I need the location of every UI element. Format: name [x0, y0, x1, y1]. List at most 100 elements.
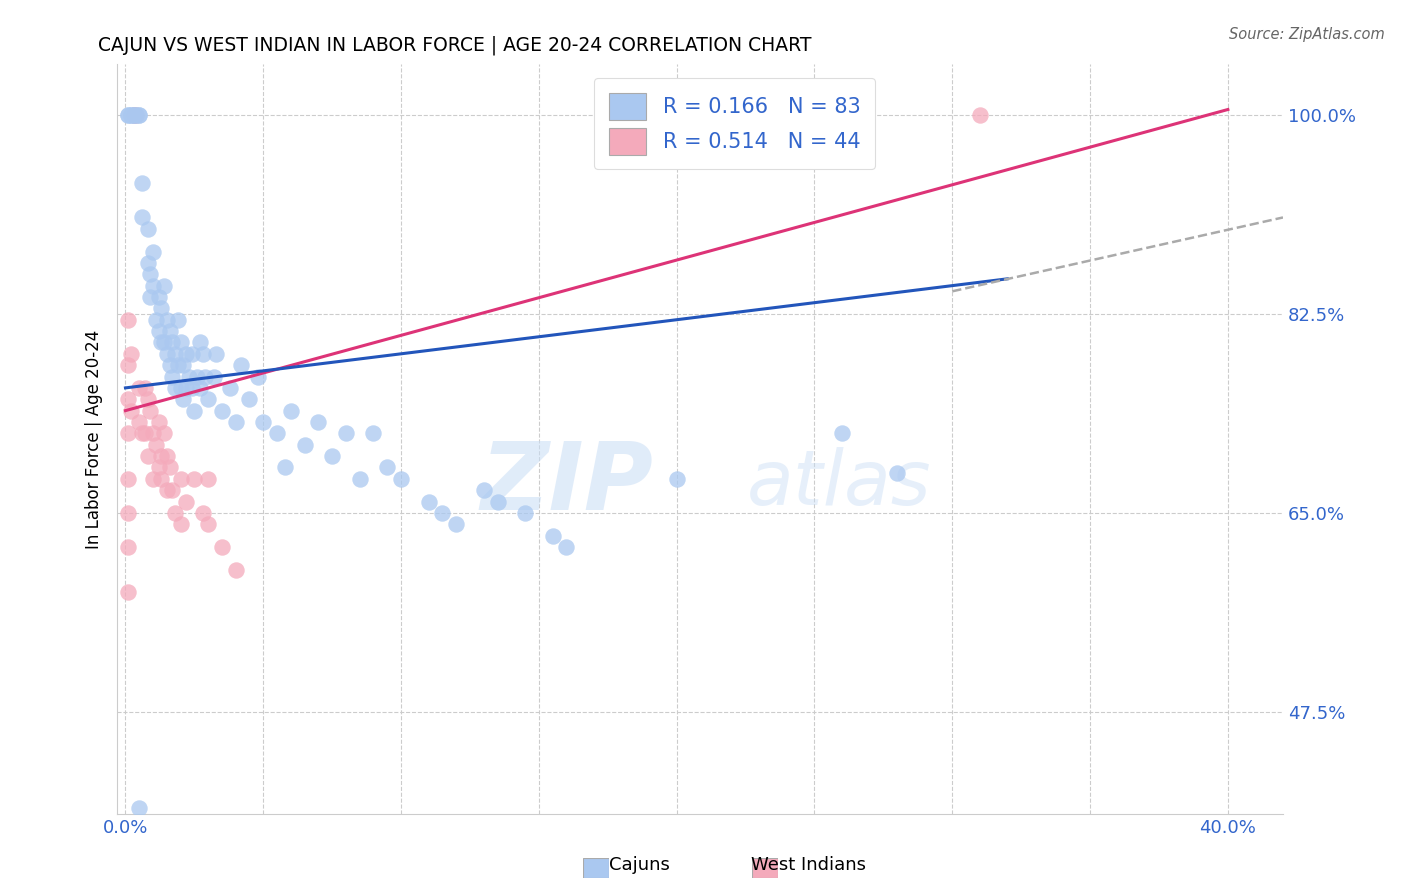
- Point: [266, 426, 288, 441]
- Point: [150, 335, 173, 350]
- Point: [177, 369, 200, 384]
- Point: [117, 426, 139, 441]
- Point: [162, 335, 184, 350]
- Text: atlas: atlas: [747, 447, 931, 521]
- Point: [117, 540, 139, 554]
- Point: [183, 403, 205, 417]
- Point: [128, 801, 150, 815]
- Point: [150, 472, 173, 486]
- Point: [153, 278, 176, 293]
- Point: [148, 460, 170, 475]
- Point: [174, 381, 197, 395]
- Point: [349, 472, 371, 486]
- Point: [117, 506, 139, 520]
- Point: [169, 335, 191, 350]
- Text: Cajuns: Cajuns: [609, 855, 671, 873]
- Point: [148, 415, 170, 429]
- Text: CAJUN VS WEST INDIAN IN LABOR FORCE | AGE 20-24 CORRELATION CHART: CAJUN VS WEST INDIAN IN LABOR FORCE | AG…: [98, 36, 811, 55]
- Point: [166, 312, 188, 326]
- Y-axis label: In Labor Force | Age 20-24: In Labor Force | Age 20-24: [86, 329, 103, 549]
- Point: [148, 324, 170, 338]
- Point: [166, 358, 188, 372]
- Point: [128, 415, 150, 429]
- Point: [194, 369, 217, 384]
- Point: [211, 403, 233, 417]
- Point: [162, 483, 184, 498]
- Point: [513, 506, 536, 520]
- Point: [142, 426, 165, 441]
- Point: [136, 449, 159, 463]
- Point: [335, 426, 357, 441]
- Point: [321, 449, 343, 463]
- Point: [125, 108, 148, 122]
- Point: [225, 563, 247, 577]
- Point: [125, 108, 148, 122]
- Point: [131, 211, 153, 225]
- Point: [136, 392, 159, 407]
- Point: [128, 381, 150, 395]
- Point: [131, 177, 153, 191]
- Point: [180, 381, 202, 395]
- Point: [211, 540, 233, 554]
- Point: [294, 438, 316, 452]
- Point: [128, 108, 150, 122]
- Point: [246, 369, 269, 384]
- Point: [117, 472, 139, 486]
- Point: [139, 267, 162, 281]
- Point: [150, 449, 173, 463]
- Point: [142, 244, 165, 259]
- Point: [122, 108, 145, 122]
- Point: [117, 312, 139, 326]
- Point: [159, 324, 181, 338]
- Point: [188, 335, 211, 350]
- Point: [307, 415, 329, 429]
- Point: [541, 528, 564, 542]
- Point: [191, 347, 214, 361]
- Point: [120, 347, 142, 361]
- Point: [120, 108, 142, 122]
- Point: [162, 369, 184, 384]
- Point: [169, 472, 191, 486]
- Point: [252, 415, 274, 429]
- Point: [156, 449, 179, 463]
- Point: [389, 472, 412, 486]
- Point: [238, 392, 260, 407]
- Point: [174, 347, 197, 361]
- Point: [202, 369, 225, 384]
- Point: [197, 392, 219, 407]
- Point: [231, 358, 253, 372]
- Point: [139, 403, 162, 417]
- Point: [886, 466, 908, 480]
- Point: [148, 290, 170, 304]
- Point: [165, 381, 187, 395]
- Point: [174, 494, 197, 508]
- Point: [180, 347, 202, 361]
- Point: [831, 426, 853, 441]
- Point: [139, 290, 162, 304]
- Point: [197, 517, 219, 532]
- Point: [117, 108, 139, 122]
- Point: [280, 403, 302, 417]
- Point: [183, 472, 205, 486]
- Point: [172, 392, 194, 407]
- Point: [165, 506, 187, 520]
- Point: [665, 472, 688, 486]
- Point: [117, 392, 139, 407]
- Point: [120, 108, 142, 122]
- Point: [134, 426, 156, 441]
- Point: [117, 358, 139, 372]
- Point: [145, 312, 167, 326]
- Point: [188, 381, 211, 395]
- Point: [122, 108, 145, 122]
- Point: [486, 494, 509, 508]
- Point: [128, 108, 150, 122]
- Point: [150, 301, 173, 316]
- Point: [969, 108, 991, 122]
- Point: [432, 506, 454, 520]
- Point: [165, 347, 187, 361]
- Point: [153, 335, 176, 350]
- Point: [120, 403, 142, 417]
- Point: [156, 483, 179, 498]
- Point: [444, 517, 467, 532]
- Point: [122, 108, 145, 122]
